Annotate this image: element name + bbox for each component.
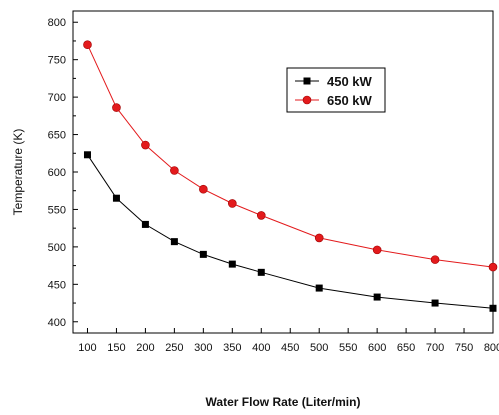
x-tick-label: 350 [223, 342, 241, 354]
legend-box [286, 67, 386, 113]
y-tick-label: 400 [48, 317, 66, 329]
legend-marker [303, 77, 311, 85]
data-point [228, 260, 236, 268]
x-tick-label: 450 [281, 342, 299, 354]
x-tick-label: 500 [310, 342, 328, 354]
data-point [257, 268, 265, 276]
data-point [141, 140, 150, 150]
data-point [83, 151, 91, 159]
legend-label: 650 kW [327, 93, 373, 108]
data-point [199, 184, 208, 194]
y-tick-label: 600 [48, 167, 66, 179]
x-axis-title: Water Flow Rate (Liter/min) [206, 395, 361, 409]
data-point [489, 304, 497, 312]
x-tick-label: 250 [165, 342, 183, 354]
legend-marker [302, 95, 312, 105]
data-point [314, 233, 324, 243]
y-tick-label: 750 [48, 55, 66, 67]
plot-frame [72, 10, 494, 334]
y-axis-title: Temperature (K) [11, 129, 25, 216]
y-tick-label: 650 [48, 130, 66, 142]
y-tick-label: 500 [48, 242, 66, 254]
y-tick-label: 550 [48, 204, 66, 216]
data-point [315, 284, 323, 292]
x-tick-label: 150 [107, 342, 125, 354]
data-point [372, 245, 382, 255]
data-point [170, 166, 179, 175]
data-point [431, 299, 439, 307]
x-tick-label: 650 [397, 342, 415, 354]
x-tick-label: 400 [252, 342, 270, 354]
series-line-1 [87, 154, 494, 309]
data-point [141, 220, 149, 228]
x-tick-label: 300 [194, 342, 212, 354]
x-tick-label: 700 [426, 342, 444, 354]
x-tick-label: 200 [136, 342, 154, 354]
data-point [488, 262, 498, 272]
y-tick-label: 700 [48, 92, 66, 104]
data-point [373, 293, 381, 301]
x-tick-label: 550 [339, 342, 357, 354]
x-axis-ticks: 100 150 200 250 300 350 400 450 500 550 600 650 700 7… [78, 328, 499, 354]
x-tick-label: 600 [368, 342, 386, 354]
data-point [112, 103, 121, 112]
x-tick-label: 800 [484, 342, 499, 354]
data-point [112, 194, 120, 202]
data-point [199, 250, 207, 258]
data-point [83, 40, 92, 49]
data-point [228, 199, 237, 208]
data-point [430, 255, 440, 264]
data-point [256, 211, 266, 220]
y-tick-label: 800 [48, 17, 66, 29]
data-point [170, 238, 178, 246]
legend: 450 kW 650 kW [286, 67, 386, 113]
legend-label: 450 kW [327, 74, 373, 89]
x-tick-label: 750 [455, 342, 473, 354]
y-tick-label: 450 [48, 279, 66, 291]
x-tick-label: 100 [78, 342, 96, 354]
series-layer [83, 40, 498, 312]
y-axis-ticks: 400 450 500 550 600 650 700 750 800 [48, 17, 78, 329]
